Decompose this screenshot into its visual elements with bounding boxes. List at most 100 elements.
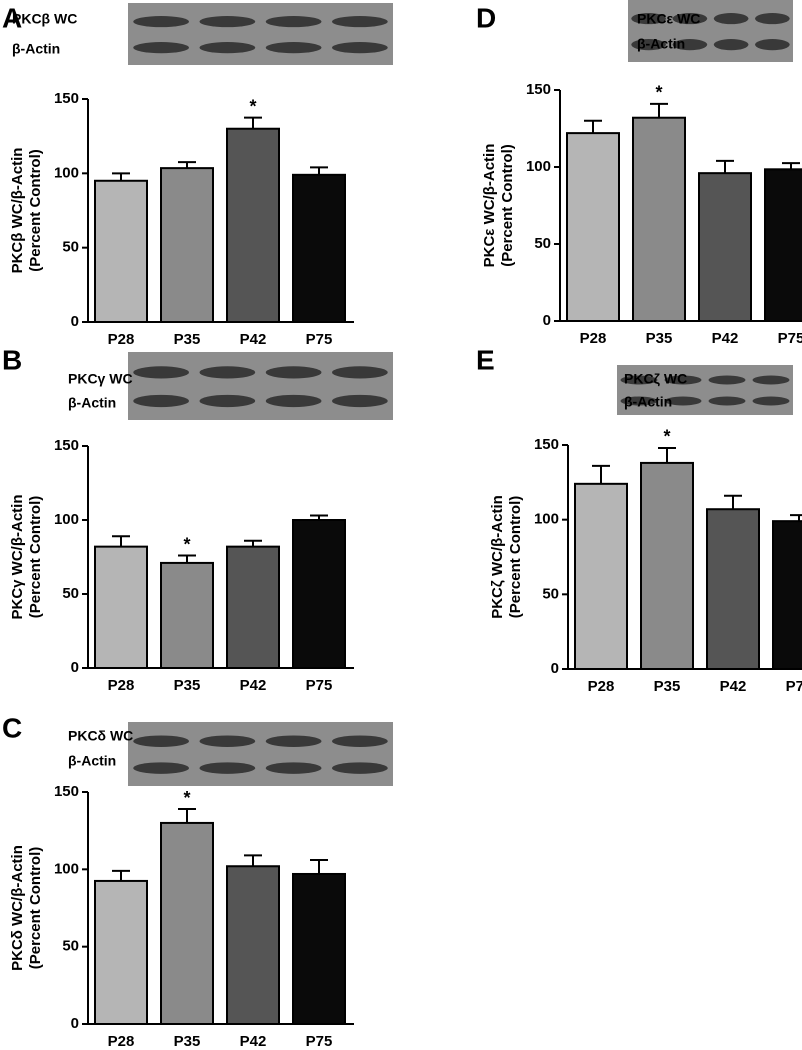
y-axis-label: (Percent Control) — [27, 847, 44, 970]
blot-band — [664, 396, 702, 406]
x-tick-label: P42 — [240, 677, 267, 694]
significance-marker: * — [249, 96, 256, 116]
blot-band — [265, 16, 322, 28]
blot-band — [713, 13, 749, 25]
bar — [574, 482, 628, 670]
y-tick-label: 0 — [543, 312, 551, 329]
blot-band — [672, 39, 708, 51]
blot-label: PKCζ WC — [624, 371, 687, 387]
bar — [160, 167, 214, 323]
blot-band — [332, 762, 388, 774]
y-tick-label: 50 — [534, 235, 551, 252]
x-tick-label: P75 — [306, 1033, 333, 1050]
x-tick-label: P35 — [174, 1033, 201, 1050]
x-tick-label: P35 — [174, 331, 201, 348]
blot-band — [752, 396, 790, 406]
y-tick-label: 100 — [534, 511, 559, 528]
panel: PKCδ WC β-Actin C PKCδ WC/β-Actin (Percent C… — [2, 712, 393, 1050]
blot-band — [265, 42, 322, 54]
blot-band — [672, 13, 708, 25]
blot-image — [128, 352, 393, 420]
blot-label: β-Actin — [637, 36, 685, 52]
x-tick-label: P28 — [108, 677, 135, 694]
blot-image — [128, 3, 393, 65]
blot-band — [755, 39, 790, 51]
blot-image — [617, 365, 793, 415]
blot-band — [265, 394, 322, 408]
y-axis-label: (Percent Control) — [499, 144, 516, 267]
bar — [632, 116, 686, 322]
blot-band — [708, 396, 746, 406]
x-tick-label: P35 — [174, 677, 201, 694]
x-tick-label: P42 — [240, 1033, 267, 1050]
bar — [292, 872, 346, 1025]
bar — [764, 168, 802, 322]
y-tick-label: 150 — [54, 90, 79, 107]
blot-band — [332, 394, 388, 408]
x-tick-label: P75 — [306, 331, 333, 348]
significance-marker: * — [663, 427, 670, 447]
y-axis-label: PKCγ WC/β-Actin — [9, 495, 26, 620]
bar — [706, 508, 760, 671]
y-tick-label: 150 — [534, 436, 559, 453]
x-tick-label: P42 — [720, 678, 747, 695]
y-tick-label: 100 — [54, 164, 79, 181]
blot-band — [199, 42, 256, 54]
bar — [226, 865, 280, 1025]
blot-band — [332, 735, 388, 747]
blot-band — [620, 396, 658, 406]
panel-letter: A — [2, 2, 22, 33]
blot-band — [332, 16, 388, 28]
blot-label: PKCβ WC — [12, 11, 77, 27]
x-tick-label: P75 — [778, 330, 802, 347]
y-tick-label: 50 — [542, 585, 559, 602]
bar — [640, 461, 694, 671]
panel-letter: B — [2, 344, 22, 375]
blot-band — [713, 39, 749, 51]
y-tick-label: 100 — [54, 860, 79, 877]
blot-band — [133, 735, 189, 747]
blot-label: PKCγ WC — [68, 371, 133, 387]
bar — [226, 127, 280, 323]
blot-band — [133, 762, 189, 774]
blot-band — [199, 735, 256, 747]
blot-band — [199, 394, 256, 408]
blot-band — [664, 375, 702, 385]
y-tick-label: 0 — [551, 660, 559, 677]
bar — [292, 519, 346, 669]
blot-image — [628, 0, 793, 62]
y-axis-label: PKCζ WC/β-Actin — [489, 495, 506, 619]
blot-label: PKCε WC — [637, 11, 700, 27]
y-tick-label: 0 — [71, 659, 79, 676]
blot-band — [620, 375, 658, 385]
y-tick-label: 150 — [54, 437, 79, 454]
panel: PKCγ WC β-Actin B PKCγ WC/β-Actin (Percent C… — [2, 344, 393, 694]
x-tick-label: P35 — [646, 330, 673, 347]
blot-band — [133, 42, 189, 54]
blot-band — [332, 42, 388, 54]
panel-letter: C — [2, 712, 22, 743]
x-tick-label: P28 — [108, 1033, 135, 1050]
bar — [94, 879, 148, 1026]
panel-letter: E — [476, 344, 495, 375]
blot-band — [631, 13, 666, 25]
blot-band — [133, 394, 189, 408]
blot-band — [708, 375, 746, 385]
bar — [566, 132, 620, 322]
panel: PKCβ WC β-Actin A PKCβ WC/β-Actin (Percent C… — [2, 2, 393, 348]
blot-image — [128, 722, 393, 786]
x-tick-label: P75 — [786, 678, 802, 695]
y-axis-label: (Percent Control) — [27, 149, 44, 272]
blot-band — [133, 16, 189, 28]
blot-band — [332, 366, 388, 379]
y-tick-label: 100 — [526, 158, 551, 175]
y-tick-label: 0 — [71, 1015, 79, 1032]
y-axis-label: PKCε WC/β-Actin — [481, 144, 498, 268]
x-tick-label: P28 — [108, 331, 135, 348]
significance-marker: * — [655, 83, 662, 103]
bar — [772, 520, 802, 670]
x-tick-label: P28 — [588, 678, 615, 695]
y-axis-label: (Percent Control) — [507, 496, 524, 619]
blot-band — [752, 375, 790, 385]
